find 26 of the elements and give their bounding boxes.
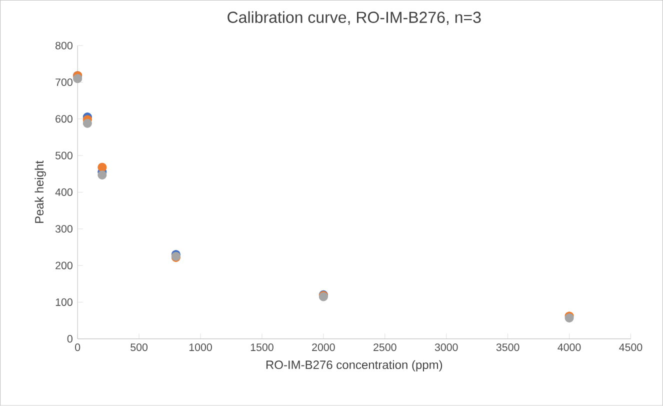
point [73,74,82,84]
x-tick-label: 500 [130,344,148,352]
point [82,118,92,128]
y-tick-label: 400 [55,188,72,196]
x-tick-label: 0 [75,344,80,352]
x-axis-title: RO-IM-B276 concentration (ppm) [266,360,442,372]
x-tick-label: 3500 [496,344,520,352]
x-tick-label: 1500 [250,344,274,352]
y-axis-title: Peak height [34,160,46,224]
y-tick-label: 500 [56,152,72,160]
x-tick-label: 4000 [558,344,581,352]
y-tick-label: 300 [55,225,72,233]
y-tick-label: 700 [56,78,72,86]
x-tick-label: 3000 [434,344,458,352]
point [98,170,107,180]
point [98,162,107,172]
y-tick-label: 100 [56,298,72,306]
x-tick-label: 2000 [312,344,335,352]
x-tick-label: 1000 [189,344,212,352]
y-tick-label: 800 [56,42,72,50]
y-tick-label: 200 [56,262,72,270]
x-tick-label: 4500 [619,344,642,352]
chart-title: Calibration curve, RO-IM-B276, n=3 [228,11,481,26]
y-tick-label: 600 [56,115,72,123]
y-tick-label: 0 [67,335,72,343]
x-tick-label: 2500 [374,344,396,352]
